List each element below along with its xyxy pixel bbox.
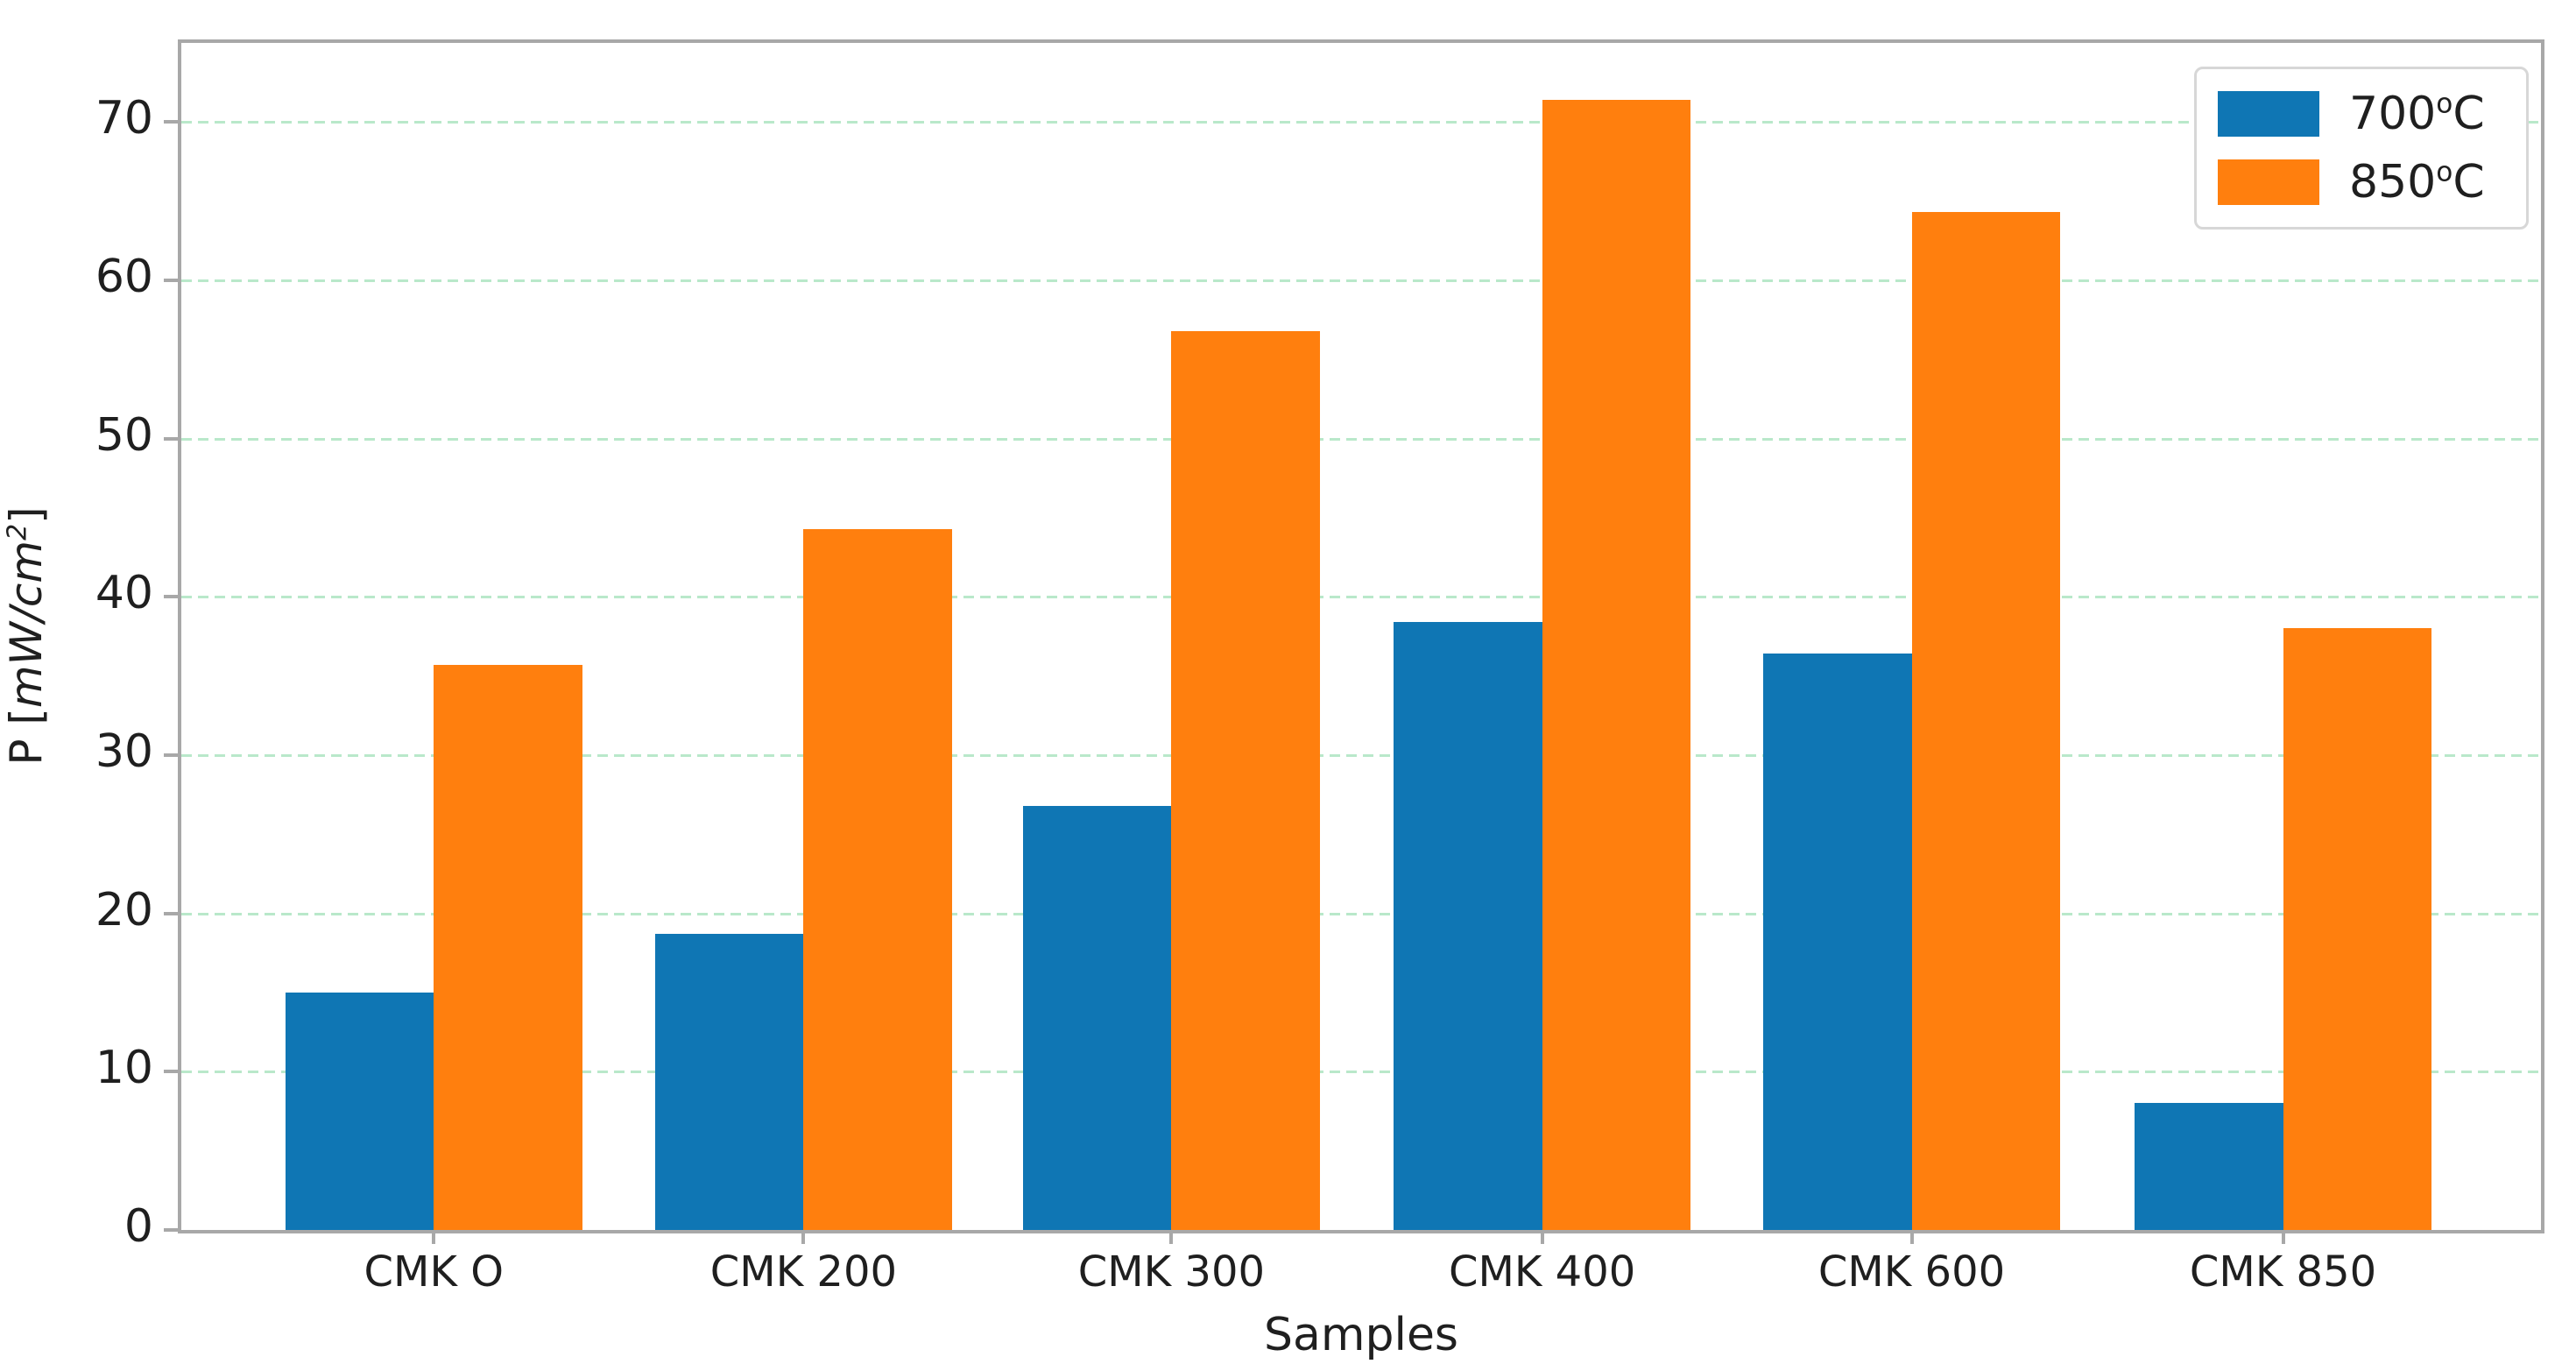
- y-tick-label-0: 0: [124, 1199, 153, 1253]
- y-tick-label-20: 20: [95, 883, 153, 936]
- y-axis-label-exponent: 2: [2, 523, 33, 541]
- bar-700-c-cmk-850: [2134, 1103, 2283, 1230]
- y-tick-mark-40: [164, 595, 181, 599]
- bar-700-c-cmk-o: [285, 993, 434, 1230]
- gridline-y-60: [181, 279, 2541, 282]
- y-tick-label-60: 60: [95, 250, 153, 303]
- x-tick-label-cmk-o: CMK O: [363, 1247, 504, 1297]
- gridline-y-50: [181, 437, 2541, 441]
- legend: 700oC 850oC: [2194, 67, 2529, 230]
- gridline-y-40: [181, 596, 2541, 599]
- bar-850-c-cmk-200: [803, 528, 953, 1230]
- x-tick-label-cmk-200: CMK 200: [709, 1247, 898, 1297]
- x-tick-mark-cmk-o: [432, 1230, 436, 1244]
- y-tick-label-40: 40: [95, 567, 153, 620]
- y-tick-mark-60: [164, 279, 181, 282]
- bar-700-c-cmk-200: [654, 934, 804, 1230]
- bar-700-c-cmk-600: [1762, 654, 1912, 1230]
- x-tick-label-cmk-400: CMK 400: [1448, 1247, 1636, 1297]
- legend-label-850-c: 850oC: [2349, 156, 2485, 208]
- x-tick-mark-cmk-300: [1169, 1230, 1174, 1244]
- x-tick-mark-cmk-200: [801, 1230, 806, 1244]
- y-axis-label-unit: mW/cm: [1, 540, 52, 709]
- x-tick-mark-cmk-850: [2281, 1230, 2285, 1244]
- x-tick-mark-cmk-400: [1540, 1230, 1544, 1244]
- legend-item-850-c: 850oC: [2218, 159, 2505, 205]
- bar-850-c-cmk-400: [1542, 100, 1691, 1230]
- y-tick-label-70: 70: [95, 92, 153, 145]
- y-axis-label: P [mW/cm2]: [1, 506, 52, 765]
- y-axis-label-prefix: P [: [1, 708, 52, 766]
- gridline-y-20: [181, 912, 2541, 915]
- y-axis-label-suffix: ]: [1, 506, 52, 524]
- x-tick-mark-cmk-600: [1909, 1230, 1914, 1244]
- y-tick-mark-50: [164, 436, 181, 441]
- bar-850-c-cmk-o: [434, 665, 582, 1230]
- gridline-y-70: [181, 121, 2541, 124]
- y-tick-label-10: 10: [95, 1042, 153, 1095]
- bar-850-c-cmk-300: [1171, 330, 1321, 1230]
- y-tick-mark-20: [164, 911, 181, 915]
- legend-item-700-c: 700oC: [2218, 88, 2505, 140]
- plot-area: 0 10 20 30 40 50 60 70 CMK O CMK 200 CMK 300 CMK 40…: [95, 39, 2544, 1293]
- x-tick-label-cmk-300: CMK 300: [1077, 1247, 1266, 1297]
- x-tick-label-cmk-850: CMK 850: [2189, 1247, 2377, 1297]
- y-tick-mark-70: [164, 120, 181, 124]
- gridline-y-10: [181, 1071, 2541, 1074]
- y-tick-label-30: 30: [95, 724, 153, 778]
- x-axis-label: Samples: [1263, 1309, 1459, 1361]
- y-tick-mark-0: [164, 1228, 181, 1232]
- bar-700-c-cmk-300: [1022, 805, 1172, 1230]
- y-tick-mark-30: [164, 753, 181, 757]
- bar-700-c-cmk-400: [1393, 622, 1542, 1230]
- legend-swatch-700-c: [2218, 91, 2319, 137]
- legend-swatch-850-c: [2218, 159, 2319, 205]
- legend-label-700-c: 700oC: [2349, 88, 2485, 140]
- gridline-y-30: [181, 754, 2541, 757]
- y-tick-label-50: 50: [95, 408, 153, 462]
- bar-850-c-cmk-850: [2283, 628, 2432, 1230]
- x-tick-label-cmk-600: CMK 600: [1817, 1247, 2006, 1297]
- bar-850-c-cmk-600: [1911, 212, 2061, 1230]
- y-tick-mark-10: [164, 1070, 181, 1074]
